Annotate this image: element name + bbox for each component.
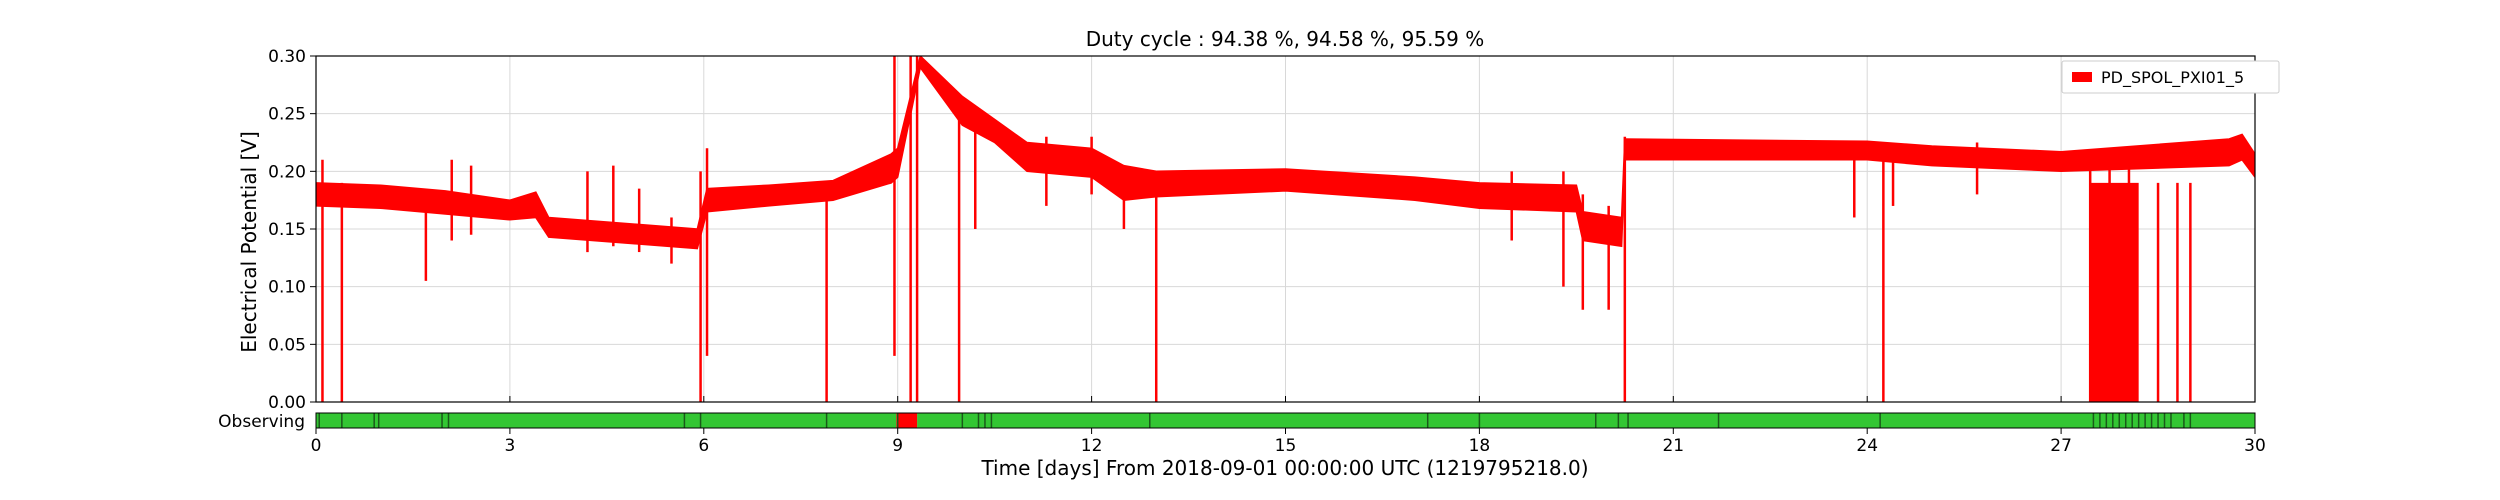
x-tick-label: 18 — [1469, 436, 1491, 456]
y-tick-label: 0.00 — [268, 393, 306, 413]
x-tick-label: 9 — [892, 436, 903, 456]
y-tick-label: 0.15 — [268, 220, 306, 240]
series-dropout — [2090, 182, 2139, 402]
segments-label: Observing — [218, 412, 305, 432]
x-tick-label: 6 — [698, 436, 709, 456]
segments-bar — [315, 412, 2256, 429]
legend-swatch — [2072, 72, 2092, 82]
y-tick-label: 0.20 — [268, 162, 306, 182]
x-tick-label: 30 — [2244, 436, 2266, 456]
axes: 0.00 0.05 0.10 0.15 0.20 0.25 0.30 0 3 6 9 12 15 18 21… — [268, 47, 2266, 456]
segment-active — [917, 413, 2255, 428]
x-tick-label: 15 — [1275, 436, 1297, 456]
chart-title: Duty cycle : 94.38 %, 94.58 %, 95.59 % — [1086, 27, 1485, 51]
y-tick-label: 0.10 — [268, 278, 306, 298]
y-axis-label: Electrical Potential [V] — [237, 131, 261, 353]
data-layer — [316, 56, 2255, 402]
y-tick-label: 0.05 — [268, 335, 306, 355]
segment-active — [316, 413, 897, 428]
legend: PD_SPOL_PXI01_5 — [2061, 60, 2280, 94]
legend-box — [2061, 60, 2280, 94]
x-tick-label: 0 — [311, 436, 322, 456]
x-tick-label: 24 — [1856, 436, 1878, 456]
x-tick-label: 12 — [1081, 436, 1103, 456]
y-tick-label: 0.30 — [268, 47, 306, 67]
x-axis-label: Time [days] From 2018-09-01 00:00:00 UTC… — [980, 456, 1588, 480]
x-tick-label: 27 — [2050, 436, 2072, 456]
segment-inactive — [896, 413, 918, 428]
y-tick-label: 0.25 — [268, 105, 306, 125]
legend-label: PD_SPOL_PXI01_5 — [2101, 68, 2244, 88]
x-tick-label: 3 — [504, 436, 515, 456]
x-tick-label: 21 — [1662, 436, 1684, 456]
